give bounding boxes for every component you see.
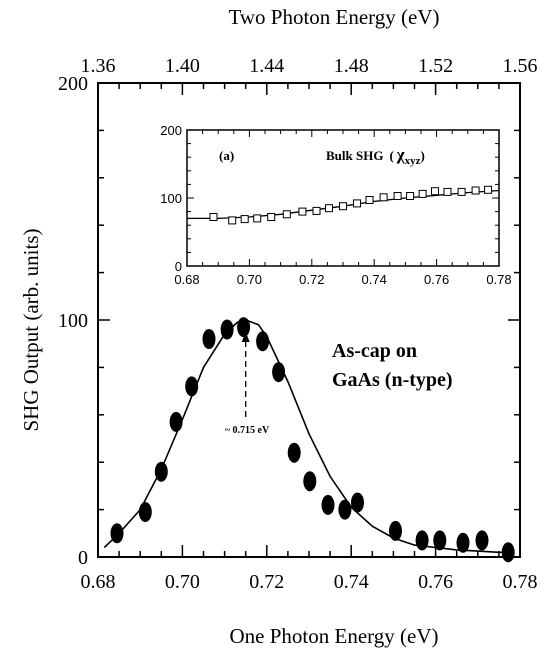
peak-label: ~ 0.715 eV bbox=[225, 425, 270, 436]
inset-data-point bbox=[240, 215, 249, 224]
data-point bbox=[202, 329, 216, 349]
inset-data-point bbox=[267, 213, 276, 221]
data-point bbox=[169, 411, 183, 432]
data-point bbox=[433, 530, 447, 551]
x-tick-label: 0.70 bbox=[165, 571, 200, 593]
inset-data-point bbox=[443, 187, 452, 196]
inset-data-point bbox=[393, 192, 402, 200]
inset-y-tick-labels: 0 100 200 bbox=[160, 123, 182, 274]
peak-arrowhead bbox=[241, 332, 250, 342]
data-point bbox=[185, 376, 199, 397]
inset-data-point bbox=[406, 192, 415, 200]
inset-data-point bbox=[312, 206, 321, 215]
x2-tick-label: 1.36 bbox=[81, 55, 116, 77]
data-point bbox=[220, 319, 234, 340]
bottom-axis-title: One Photon Energy (eV) bbox=[230, 624, 439, 648]
inset-data-point bbox=[282, 210, 291, 219]
x-tick-label: 0.68 bbox=[81, 571, 116, 593]
inset-panel-label: (a) bbox=[219, 148, 234, 163]
x2-tick-label: 1.40 bbox=[165, 55, 200, 77]
data-point bbox=[138, 502, 152, 522]
data-point bbox=[287, 442, 301, 463]
inset-y-tick-label: 0 bbox=[175, 259, 182, 274]
data-point bbox=[456, 532, 470, 553]
data-point bbox=[338, 499, 352, 520]
data-point bbox=[154, 461, 168, 482]
sample-label-line1: As-cap on bbox=[332, 340, 417, 362]
y-axis-title: SHG Output (arb. units) bbox=[19, 229, 43, 432]
x2-tick-label: 1.44 bbox=[249, 55, 284, 77]
data-point bbox=[321, 494, 335, 515]
inset-data-point bbox=[228, 216, 237, 225]
inset-data-point bbox=[253, 214, 262, 223]
main-top-tick-labels: 1.36 1.40 1.44 1.48 1.52 1.56 bbox=[81, 55, 538, 77]
y-tick-label: 0 bbox=[78, 547, 88, 569]
inset-x-tick-label: 0.72 bbox=[299, 272, 324, 287]
inset-x-tick-label: 0.70 bbox=[237, 272, 262, 287]
inset-x-tick-label: 0.76 bbox=[424, 272, 449, 287]
inset-data-point bbox=[431, 187, 439, 196]
inset-bulk-label: Bulk SHG(χxyz) bbox=[326, 145, 425, 167]
inset-chi-subscript: xyz bbox=[405, 155, 421, 167]
data-point bbox=[110, 523, 124, 544]
data-point bbox=[237, 317, 251, 338]
data-point bbox=[475, 530, 489, 551]
inset-data-point bbox=[418, 189, 427, 198]
inset-data-point bbox=[471, 186, 480, 195]
inset-chi-symbol: χ bbox=[396, 145, 405, 164]
inset-data-point bbox=[298, 207, 307, 216]
inset-bulk-text: Bulk SHG bbox=[326, 148, 383, 163]
x2-tick-label: 1.56 bbox=[503, 55, 538, 77]
inset-data-point bbox=[484, 185, 493, 194]
x-tick-label: 0.78 bbox=[503, 571, 538, 593]
inset-x-tick-label: 0.74 bbox=[362, 272, 387, 287]
main-y-tick-labels: 0 100 200 bbox=[58, 73, 88, 569]
sample-label-line2: GaAs (n-type) bbox=[332, 369, 453, 391]
inset-data-points bbox=[209, 185, 493, 225]
data-point bbox=[501, 542, 515, 563]
inset-data-point bbox=[339, 202, 347, 211]
x-tick-label: 0.76 bbox=[418, 571, 453, 593]
data-point bbox=[389, 520, 402, 541]
inset-x-tick-labels: 0.68 0.70 0.72 0.74 0.76 0.78 bbox=[174, 272, 511, 287]
inset-data-point bbox=[209, 213, 218, 221]
x2-tick-label: 1.52 bbox=[418, 55, 453, 77]
inset-data-point bbox=[325, 204, 333, 213]
inset-y-tick-label: 200 bbox=[160, 123, 182, 138]
inset-data-point bbox=[365, 196, 374, 204]
top-axis-title: Two Photon Energy (eV) bbox=[228, 5, 439, 29]
data-point bbox=[256, 331, 270, 352]
inset-axis-ticks bbox=[186, 129, 500, 267]
inset-data-point bbox=[457, 187, 466, 196]
inset-y-tick-label: 100 bbox=[160, 191, 182, 206]
data-point bbox=[351, 492, 364, 513]
y-tick-label: 200 bbox=[58, 73, 88, 95]
data-point bbox=[415, 530, 429, 551]
data-point bbox=[303, 471, 317, 492]
inset-x-tick-label: 0.68 bbox=[174, 272, 199, 287]
x2-tick-label: 1.48 bbox=[334, 55, 369, 77]
main-axis-ticks bbox=[97, 82, 521, 558]
inset-data-point bbox=[379, 193, 388, 202]
gaussian-fit-curve bbox=[103, 319, 510, 554]
main-data-points bbox=[110, 317, 515, 563]
main-x-tick-labels: 0.68 0.70 0.72 0.74 0.76 0.78 bbox=[81, 571, 538, 593]
inset-data-point bbox=[353, 199, 361, 208]
x-tick-label: 0.74 bbox=[334, 571, 369, 593]
x-tick-label: 0.72 bbox=[249, 571, 284, 593]
inset-x-tick-label: 0.78 bbox=[486, 272, 511, 287]
data-point bbox=[272, 362, 286, 383]
y-tick-label: 100 bbox=[58, 310, 88, 332]
